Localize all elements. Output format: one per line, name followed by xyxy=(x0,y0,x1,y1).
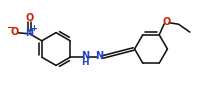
Text: O: O xyxy=(162,17,171,27)
Text: N: N xyxy=(25,28,33,38)
Text: +: + xyxy=(30,24,37,33)
Text: O: O xyxy=(25,13,33,23)
Text: H: H xyxy=(81,58,89,67)
Text: N: N xyxy=(95,51,103,61)
Text: −: − xyxy=(6,23,13,32)
Text: O: O xyxy=(10,27,19,37)
Text: N: N xyxy=(81,51,89,61)
